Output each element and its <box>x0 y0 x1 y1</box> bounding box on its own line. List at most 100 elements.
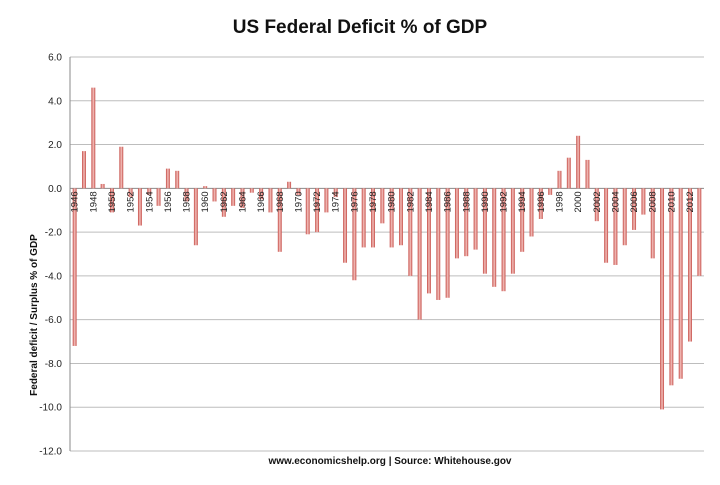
bar-1997 <box>548 188 553 195</box>
bar-1982 <box>408 188 413 276</box>
x-tick-label: 1962 <box>219 191 230 212</box>
bar-2003 <box>604 188 609 263</box>
bar-1950 <box>110 188 114 213</box>
x-tick-label: 2010 <box>666 191 677 212</box>
y-tick-label: -4.0 <box>45 271 63 282</box>
x-tick-label: 1986 <box>443 191 454 212</box>
bar-1961 <box>212 188 217 202</box>
bar-1976 <box>352 188 357 281</box>
bar-2001 <box>585 159 590 189</box>
x-tick-label: 1958 <box>182 191 193 212</box>
x-tick-label: 2002 <box>592 191 603 212</box>
x-tick-label: 1948 <box>88 191 99 212</box>
x-tick-label: 1990 <box>480 191 491 212</box>
x-tick-label: 1980 <box>387 191 398 212</box>
bar-1981 <box>399 188 403 246</box>
bar-1985 <box>436 188 441 300</box>
bar-1999 <box>566 157 571 189</box>
x-tick-label: 1964 <box>237 191 248 212</box>
bar-2005 <box>622 188 627 246</box>
bar-1953 <box>137 188 142 226</box>
x-axis-ticks: 1946 1948 1950 1952 1954 1956 1958 1960 1962 1964… <box>70 191 696 212</box>
bar-1973 <box>324 188 329 213</box>
bar-1957 <box>175 170 180 189</box>
bar-1978 <box>371 188 375 248</box>
y-tick-label: -8.0 <box>45 359 63 370</box>
bar-2010 <box>669 188 674 386</box>
x-tick-label: 2012 <box>685 191 696 212</box>
bar-1983 <box>417 188 422 320</box>
chart-title: US Federal Deficit % of GDP <box>233 17 488 38</box>
bar-2004 <box>613 188 618 265</box>
y-axis-ticks: 6.0 4.0 2.0 0.0 -2.0 -4.0 -6.0 -8.0 -10.0 -12.0 <box>39 53 62 458</box>
x-tick-label: 1998 <box>554 191 565 212</box>
bar-1960 <box>203 186 208 189</box>
bar-1968 <box>277 188 282 252</box>
x-tick-label: 1982 <box>405 191 416 212</box>
bar-1951 <box>119 146 124 189</box>
bar-1949 <box>100 183 105 189</box>
bar-2002 <box>594 188 599 222</box>
bar-1965 <box>249 188 254 193</box>
x-tick-label: 2008 <box>648 191 659 212</box>
x-tick-label: 1994 <box>517 191 528 212</box>
bar-1996 <box>538 188 543 219</box>
bars <box>72 87 702 410</box>
bar-1962 <box>221 188 226 217</box>
bar-1967 <box>268 188 273 213</box>
bar-1963 <box>231 188 236 206</box>
x-tick-label: 1978 <box>368 191 379 212</box>
bar-1969 <box>287 181 292 189</box>
bar-1988 <box>464 188 469 257</box>
y-tick-label: 2.0 <box>48 140 62 151</box>
bar-1964 <box>240 188 245 209</box>
bar-2012 <box>688 188 692 342</box>
bar-1994 <box>520 188 525 252</box>
y-tick-label: 4.0 <box>48 96 62 107</box>
x-tick-label: 1976 <box>349 191 360 212</box>
bar-2000 <box>576 135 581 189</box>
bar-1979 <box>380 188 385 224</box>
bar-1987 <box>454 188 459 259</box>
bar-1966 <box>259 188 264 200</box>
bar-1956 <box>165 168 170 189</box>
bar-1954 <box>147 188 152 195</box>
bar-1980 <box>389 188 394 248</box>
y-tick-label: -10.0 <box>39 403 62 414</box>
bar-1991 <box>492 188 497 287</box>
bar-2009 <box>660 188 665 410</box>
bar-1977 <box>361 188 366 248</box>
bar-1947 <box>82 151 86 189</box>
bar-1972 <box>315 188 320 233</box>
bar-1984 <box>427 188 431 294</box>
x-axis-label-source: www.economicshelp.org | Source: Whitehou… <box>267 456 511 467</box>
bar-2007 <box>641 188 646 215</box>
y-tick-label: -12.0 <box>39 447 62 458</box>
x-tick-label: 1984 <box>424 191 435 212</box>
y-axis-label: Federal deficit / Surplus % of GDP <box>29 234 40 396</box>
x-tick-label: 2000 <box>573 191 584 212</box>
x-tick-label: 1970 <box>293 191 304 212</box>
x-tick-label: 1952 <box>126 191 137 212</box>
y-tick-label: 6.0 <box>48 53 62 64</box>
bar-1946 <box>72 188 77 346</box>
x-tick-label: 1972 <box>312 191 323 212</box>
bar-2013 <box>697 188 702 276</box>
bar-1990 <box>482 188 487 274</box>
bar-1992 <box>501 188 506 292</box>
x-tick-label: 1992 <box>499 191 510 212</box>
x-tick-label: 1946 <box>70 191 81 212</box>
bar-1986 <box>445 188 450 298</box>
bar-1971 <box>305 188 310 235</box>
bar-1970 <box>296 188 301 195</box>
x-tick-label: 2006 <box>629 191 640 212</box>
bar-2006 <box>632 188 637 230</box>
x-tick-label: 1950 <box>107 191 118 212</box>
bar-1959 <box>193 188 198 246</box>
x-tick-label: 1954 <box>144 191 155 212</box>
bar-1989 <box>473 188 478 250</box>
bar-1993 <box>510 188 515 274</box>
x-tick-label: 2004 <box>610 191 621 212</box>
